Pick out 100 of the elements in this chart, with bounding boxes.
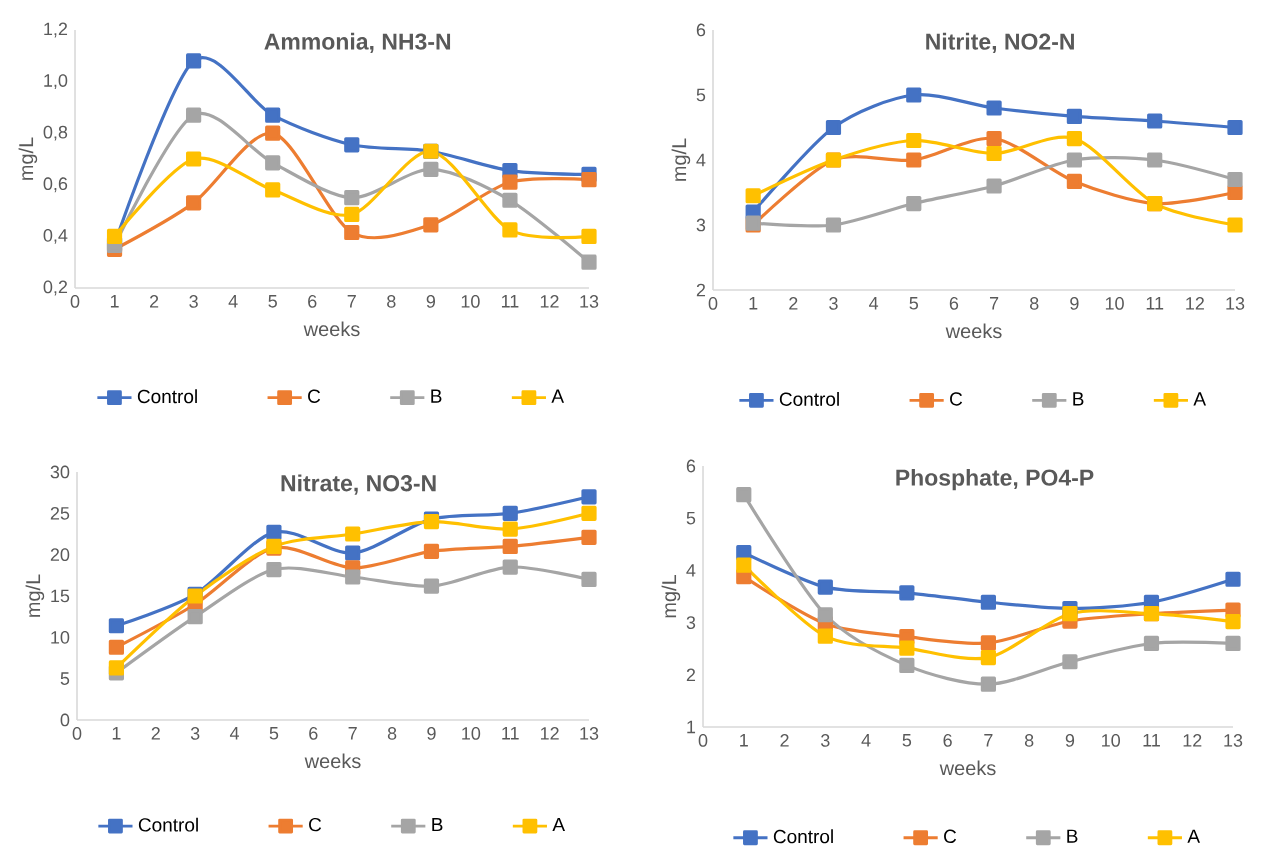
x-axis-title: weeks xyxy=(939,760,996,776)
y-tick-label: 2 xyxy=(696,283,706,297)
x-tick-label: 11 xyxy=(502,727,519,740)
x-axis-title: weeks xyxy=(303,321,360,337)
x-tick-label: 3 xyxy=(821,734,830,747)
legend-label: B xyxy=(1067,829,1078,843)
x-tick-label: 5 xyxy=(269,727,279,740)
x-tick-label: 5 xyxy=(268,295,277,308)
y-tick-label: 3 xyxy=(686,616,696,629)
y-tick-label: 0 xyxy=(60,713,70,727)
x-axis-title: weeks xyxy=(945,323,1002,339)
y-axis-title: mg/L xyxy=(18,137,38,180)
x-tick-label: 12 xyxy=(1186,297,1204,310)
x-tick-label: 8 xyxy=(1024,734,1034,747)
x-tick-label: 12 xyxy=(540,295,559,308)
x-tick-label: 13 xyxy=(1224,734,1243,747)
x-tick-label: 7 xyxy=(984,734,993,747)
x-tick-label: 2 xyxy=(151,727,160,740)
x-tick-label: 5 xyxy=(902,734,912,747)
y-axis-title: mg/L xyxy=(661,574,681,618)
x-tick-label: 12 xyxy=(540,727,559,740)
x-tick-label: 13 xyxy=(1226,297,1245,310)
x-tick-label: 1 xyxy=(112,727,121,740)
y-tick-label: 3 xyxy=(696,218,706,232)
x-tick-label: 11 xyxy=(501,295,519,308)
y-axis-title: mg/L xyxy=(25,574,45,617)
legend-label: Control xyxy=(779,391,839,406)
legend-label: B xyxy=(1073,392,1084,406)
x-tick-label: 1 xyxy=(110,295,119,308)
y-tick-label: 6 xyxy=(696,23,706,37)
legend-label: Control xyxy=(138,817,198,832)
x-tick-label: 1 xyxy=(749,297,758,310)
y-tick-label: 10 xyxy=(51,630,70,644)
x-tick-label: 3 xyxy=(829,297,838,310)
chart-title: Ammonia, NH3-N xyxy=(264,32,451,54)
legend-label: C xyxy=(944,829,957,844)
x-tick-label: 8 xyxy=(387,295,396,308)
chart-title: Phosphate, PO4-P xyxy=(896,468,1094,491)
x-tick-label: 9 xyxy=(1070,297,1079,310)
x-tick-label: 7 xyxy=(989,297,999,310)
y-tick-label: 25 xyxy=(50,506,70,520)
y-axis-title: mg/L xyxy=(671,138,691,181)
x-tick-label: 6 xyxy=(949,297,959,310)
x-tick-label: 2 xyxy=(789,297,798,310)
x-tick-label: 7 xyxy=(347,295,356,308)
legend-label: A xyxy=(552,818,566,832)
y-tick-label: 5 xyxy=(696,88,706,102)
legend-label: A xyxy=(551,389,565,403)
legend-label: C xyxy=(950,392,963,406)
x-tick-label: 1 xyxy=(740,734,748,747)
x-tick-label: 8 xyxy=(1030,297,1039,310)
x-tick-label: 9 xyxy=(427,727,436,740)
y-tick-label: 1,0 xyxy=(44,74,68,90)
x-tick-label: 6 xyxy=(943,734,952,747)
x-tick-label: 8 xyxy=(387,727,397,740)
y-tick-label: 1,2 xyxy=(44,22,68,38)
x-tick-label: 11 xyxy=(1146,297,1164,310)
x-tick-label: 4 xyxy=(228,295,238,308)
y-tick-label: 4 xyxy=(696,153,706,167)
x-tick-label: 10 xyxy=(1105,297,1124,310)
legend-label: B xyxy=(432,818,443,832)
x-tick-label: 9 xyxy=(426,295,436,308)
y-tick-label: 6 xyxy=(686,459,696,473)
x-tick-label: 4 xyxy=(861,734,871,747)
x-axis-title: weeks xyxy=(304,753,361,769)
y-tick-label: 2 xyxy=(686,668,696,682)
x-tick-label: 10 xyxy=(1102,734,1121,747)
y-tick-label: 0,6 xyxy=(43,177,68,193)
x-tick-label: 0 xyxy=(708,297,718,310)
x-tick-label: 0 xyxy=(70,295,80,308)
legend-label: A xyxy=(1187,829,1201,843)
x-tick-label: 10 xyxy=(461,295,480,308)
y-tick-label: 0,8 xyxy=(43,125,68,141)
x-tick-label: 11 xyxy=(1143,734,1160,747)
y-tick-label: 20 xyxy=(50,548,70,562)
legend-label: Control xyxy=(137,389,197,404)
legend-label: C xyxy=(308,389,321,403)
legend-label: Control xyxy=(773,829,833,844)
x-tick-label: 13 xyxy=(580,727,599,740)
x-tick-label: 0 xyxy=(72,727,82,740)
y-tick-label: 15 xyxy=(51,589,70,603)
y-tick-label: 5 xyxy=(686,511,696,525)
x-tick-label: 5 xyxy=(909,297,919,310)
x-tick-label: 7 xyxy=(348,727,357,740)
x-tick-label: 2 xyxy=(780,734,789,747)
x-tick-label: 12 xyxy=(1183,734,1202,747)
x-tick-label: 3 xyxy=(190,727,200,740)
x-tick-label: 6 xyxy=(309,727,318,740)
legend-label: A xyxy=(1193,392,1207,406)
y-tick-label: 0,2 xyxy=(43,280,68,296)
x-tick-label: 2 xyxy=(149,295,159,308)
y-tick-label: 4 xyxy=(686,564,696,577)
legend-label: C xyxy=(309,817,322,832)
legend-label: B xyxy=(431,389,442,403)
x-tick-label: 6 xyxy=(308,295,317,308)
x-tick-label: 13 xyxy=(580,295,599,308)
x-tick-label: 9 xyxy=(1065,734,1075,747)
x-tick-label: 4 xyxy=(869,297,879,310)
chart-title: Nitrate, NO3-N xyxy=(281,474,436,495)
chart-title: Nitrite, NO2-N xyxy=(926,32,1074,54)
